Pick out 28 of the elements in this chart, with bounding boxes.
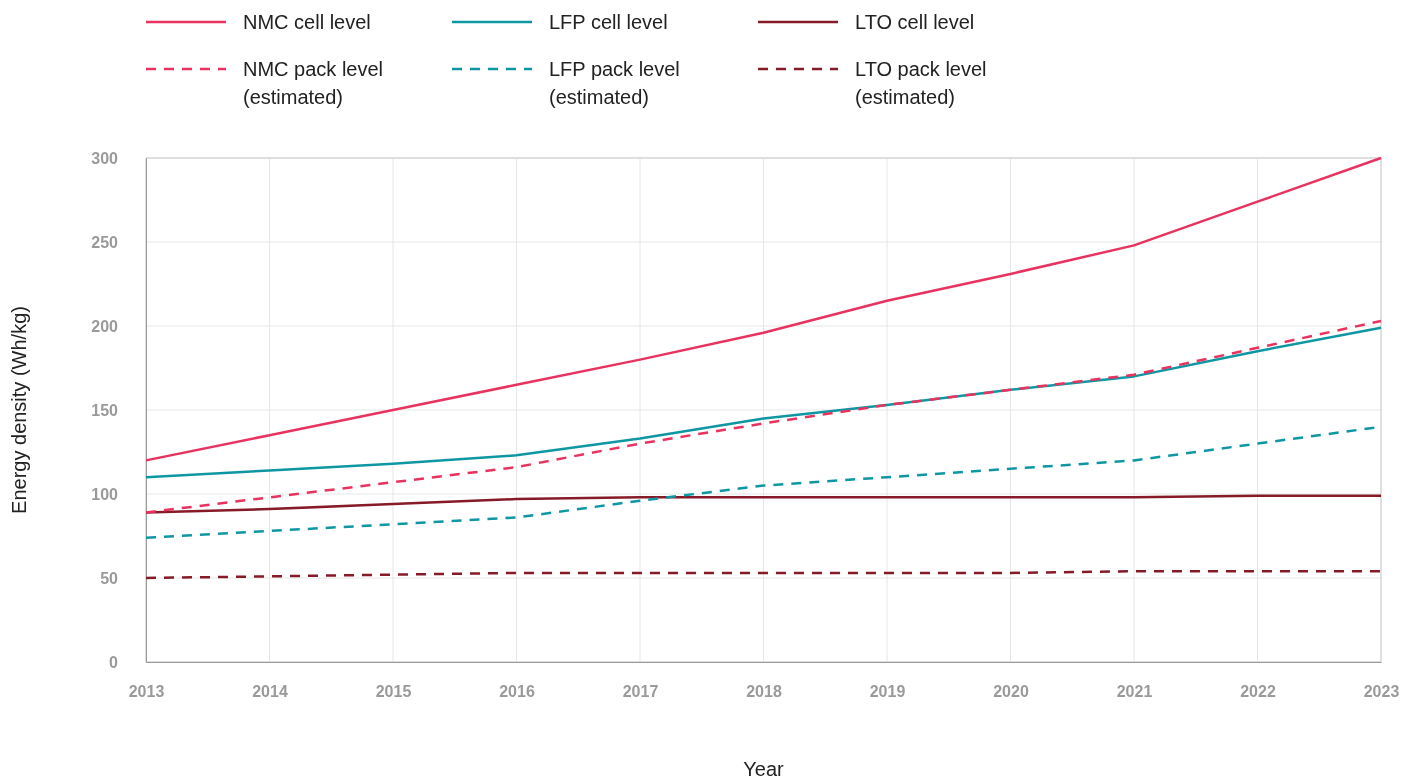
y-tick-label: 0	[109, 653, 119, 671]
x-tick-label: 2021	[1116, 683, 1153, 701]
legend-label: NMC cell level	[243, 11, 371, 33]
y-tick-label: 100	[91, 485, 119, 503]
legend-label: LFP pack level (estimated)	[549, 58, 680, 108]
x-tick-label: 2013	[128, 683, 165, 701]
x-tick-label: 2015	[375, 683, 412, 701]
legend-label: LTO pack level (estimated)	[855, 58, 987, 108]
y-tick-label: 250	[91, 233, 119, 251]
line-series	[144, 319, 1383, 514]
y-tick-label: 200	[91, 317, 119, 335]
y-tick-label: 150	[91, 401, 119, 419]
x-tick-label: 2017	[622, 683, 659, 701]
y-tick-label: 300	[91, 149, 119, 167]
x-tick-label: 2016	[499, 683, 535, 701]
x-tick-label: 2019	[869, 683, 906, 701]
y-tick-label: 50	[100, 569, 119, 587]
legend-label: NMC pack level (estimated)	[243, 58, 384, 108]
x-axis-title: Year	[743, 758, 785, 780]
legend-label: LTO cell level	[855, 11, 975, 33]
x-tick-label: 2018	[746, 683, 782, 701]
x-tick-label: 2020	[993, 683, 1029, 701]
x-tick-label: 2023	[1363, 683, 1400, 701]
line-series	[144, 570, 1383, 580]
y-axis-title: Energy density (Wh/kg)	[8, 306, 30, 514]
x-tick-label: 2022	[1240, 683, 1276, 701]
legend-label: LFP cell level	[549, 11, 668, 33]
x-tick-label: 2014	[252, 683, 288, 701]
